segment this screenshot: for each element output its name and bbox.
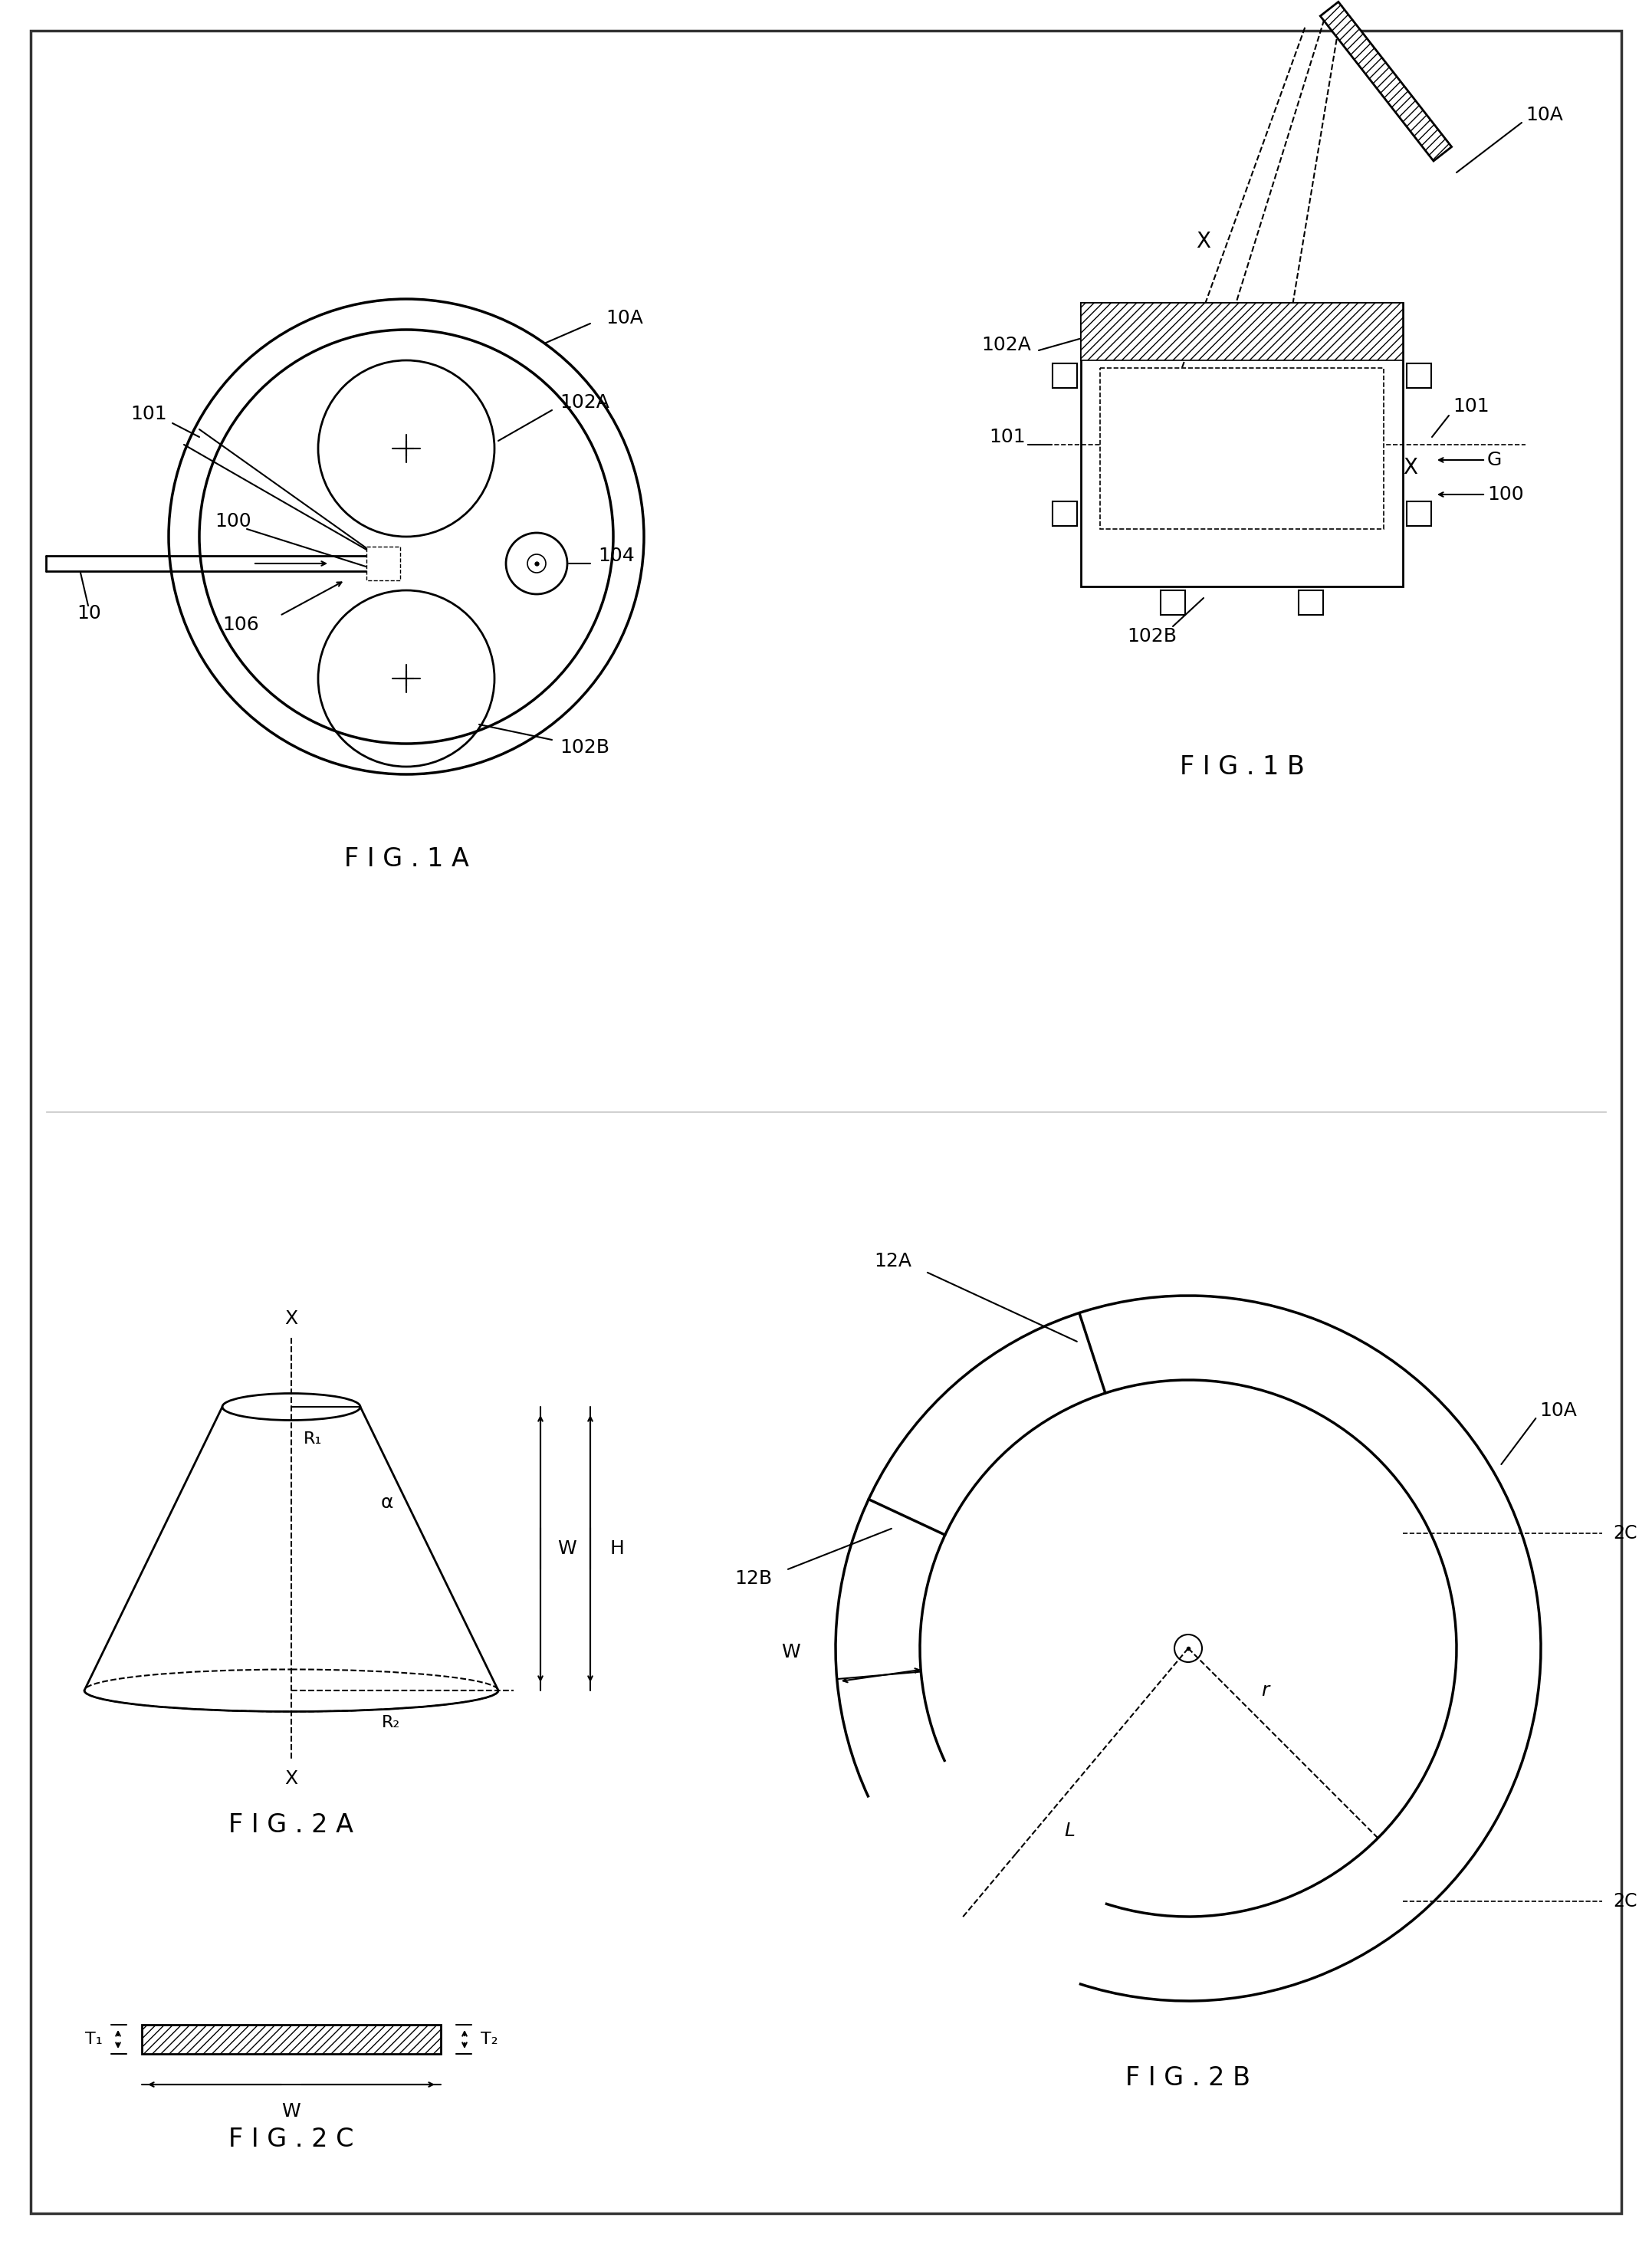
Bar — [367, 548, 400, 581]
Text: X: X — [1403, 458, 1417, 478]
Text: F I G . 1 B: F I G . 1 B — [1180, 754, 1305, 779]
Text: R₁: R₁ — [304, 1432, 322, 1447]
Text: X: X — [284, 1771, 297, 1788]
Text: 10A: 10A — [1525, 105, 1563, 123]
Bar — [1408, 500, 1431, 525]
Bar — [1408, 364, 1431, 388]
Text: 10A: 10A — [606, 310, 643, 328]
Text: 101: 101 — [131, 404, 167, 424]
Bar — [1298, 590, 1323, 615]
Text: 102B: 102B — [560, 738, 610, 756]
Text: α: α — [382, 1495, 393, 1512]
Text: W: W — [558, 1539, 577, 1557]
Polygon shape — [1320, 2, 1452, 162]
Text: 106: 106 — [223, 615, 259, 635]
Text: 10: 10 — [76, 604, 101, 622]
Text: 12B: 12B — [735, 1569, 773, 1587]
Text: 102B: 102B — [1127, 626, 1176, 646]
Text: T₂: T₂ — [481, 2031, 497, 2047]
Text: F I G . 2 C: F I G . 2 C — [228, 2127, 354, 2152]
Text: 2C: 2C — [1612, 1892, 1637, 1910]
Text: X: X — [1196, 231, 1211, 251]
Text: 101: 101 — [1452, 397, 1488, 415]
Text: 12A: 12A — [874, 1252, 912, 1270]
Bar — [1080, 303, 1403, 361]
Bar — [1080, 303, 1403, 586]
Text: W: W — [282, 2103, 301, 2121]
Text: F I G . 2 A: F I G . 2 A — [230, 1811, 354, 1838]
Text: R₂: R₂ — [382, 1714, 400, 1730]
Text: X: X — [284, 1310, 297, 1328]
Text: r: r — [1260, 1681, 1269, 1699]
Text: 102A: 102A — [981, 337, 1031, 355]
Text: 101: 101 — [990, 429, 1026, 447]
Text: 100: 100 — [215, 512, 251, 530]
Text: L: L — [1064, 1822, 1075, 1840]
Text: 10A: 10A — [1540, 1402, 1578, 1420]
Bar — [1161, 590, 1184, 615]
Text: 100: 100 — [1487, 485, 1523, 503]
Bar — [1052, 500, 1077, 525]
Text: F I G . 2 B: F I G . 2 B — [1125, 2064, 1251, 2089]
Bar — [1052, 364, 1077, 388]
Text: 102A: 102A — [560, 393, 610, 411]
Text: W: W — [781, 1643, 801, 1661]
Text: H: H — [610, 1539, 624, 1557]
Text: F I G . 1 A: F I G . 1 A — [344, 846, 469, 871]
Text: 2C: 2C — [1612, 1524, 1637, 1542]
Text: T₁: T₁ — [84, 2031, 102, 2047]
Bar — [1100, 368, 1384, 530]
Text: 104: 104 — [598, 548, 634, 565]
Text: G: G — [1487, 451, 1502, 469]
Bar — [142, 2024, 441, 2053]
